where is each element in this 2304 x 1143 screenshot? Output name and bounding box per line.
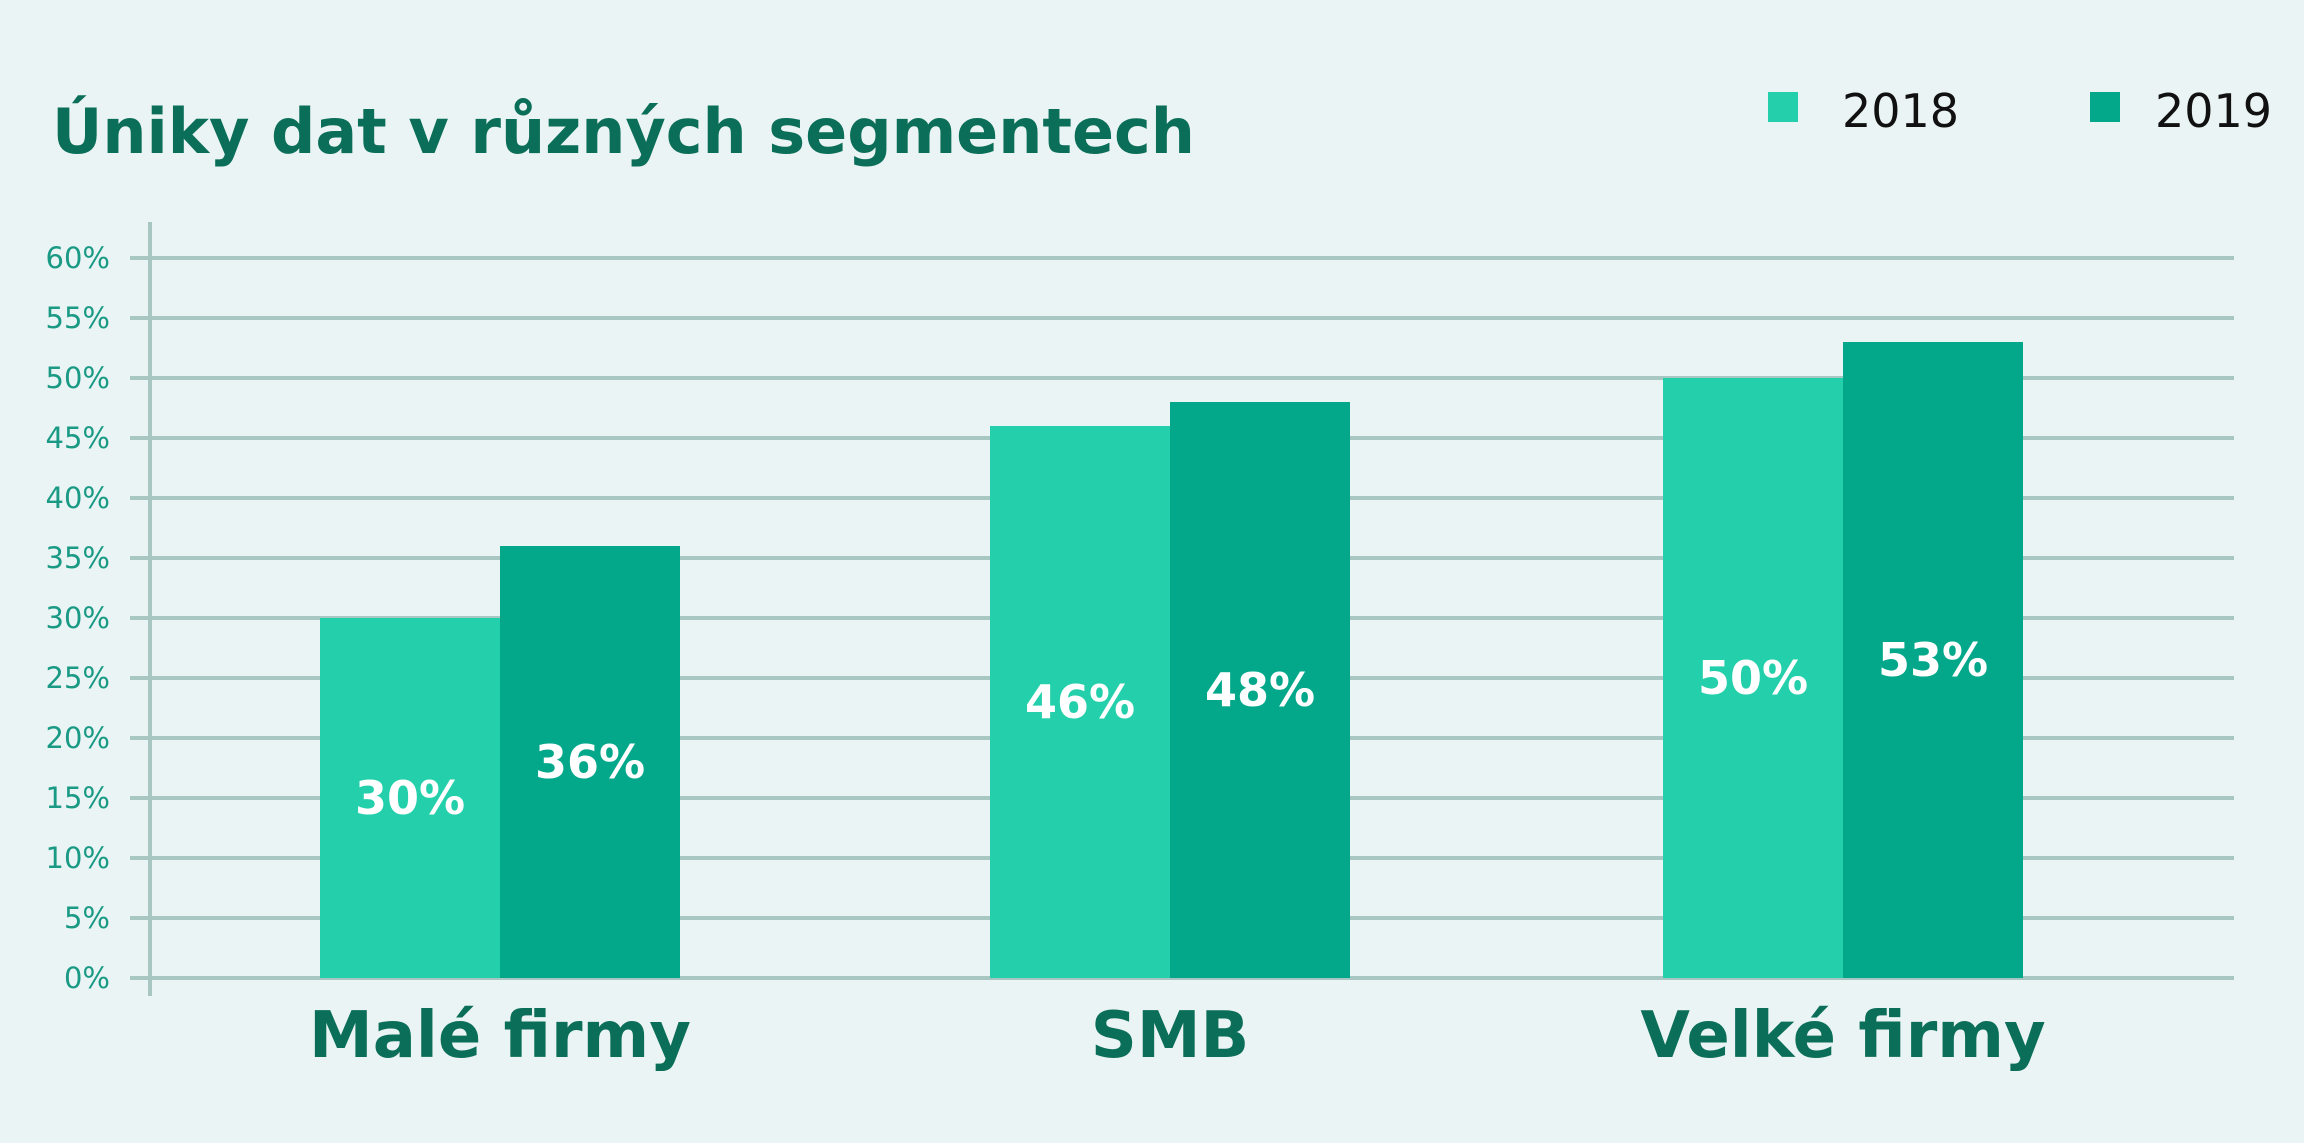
chart-title: Úniky dat v různých segmentech [52, 95, 1195, 168]
y-tick-label: 0% [64, 961, 110, 995]
bar-2018 [1663, 378, 1843, 978]
data-label: 30% [355, 771, 465, 825]
legend-label-2019: 2019 [2155, 84, 2272, 138]
legend: 2018 2019 [1768, 84, 2272, 138]
legend-label-2018: 2018 [1842, 84, 1959, 138]
y-tick-label: 20% [46, 721, 110, 755]
y-tick-label: 5% [64, 901, 110, 935]
data-label: 50% [1698, 651, 1808, 705]
data-label: 46% [1025, 675, 1135, 729]
y-tick-label: 60% [46, 241, 110, 275]
data-labels: 30% 36% 46% 48% 50% 53% [355, 633, 1988, 825]
y-tick-label: 30% [46, 601, 110, 635]
bar-2019 [500, 546, 680, 978]
y-tick-label: 50% [46, 361, 110, 395]
bar-2018 [990, 426, 1170, 978]
bar-2018 [320, 618, 500, 978]
data-label: 53% [1878, 633, 1988, 687]
y-tick-label: 55% [46, 301, 110, 335]
y-tick-label: 10% [46, 841, 110, 875]
x-axis-categories: Malé firmy SMB Velké firmy [309, 999, 2046, 1073]
y-tick-label: 15% [46, 781, 110, 815]
y-tick-label: 40% [46, 481, 110, 515]
legend-swatch-2018 [1768, 92, 1798, 122]
category-label: Velké firmy [1640, 999, 2045, 1073]
data-label: 48% [1205, 663, 1315, 717]
data-label: 36% [535, 735, 645, 789]
bar-2019 [1170, 402, 1350, 978]
category-label: Malé firmy [309, 999, 691, 1073]
y-tick-label: 45% [46, 421, 110, 455]
y-tick-label: 25% [46, 661, 110, 695]
bar-2019 [1843, 342, 2023, 978]
y-axis-ticks: 0% 5% 10% 15% 20% 25% 30% 35% 40% 45% 50% 55% 60% [46, 241, 110, 995]
y-tick-label: 35% [46, 541, 110, 575]
legend-swatch-2019 [2090, 92, 2120, 122]
category-label: SMB [1091, 999, 1250, 1073]
bars [320, 342, 2023, 978]
